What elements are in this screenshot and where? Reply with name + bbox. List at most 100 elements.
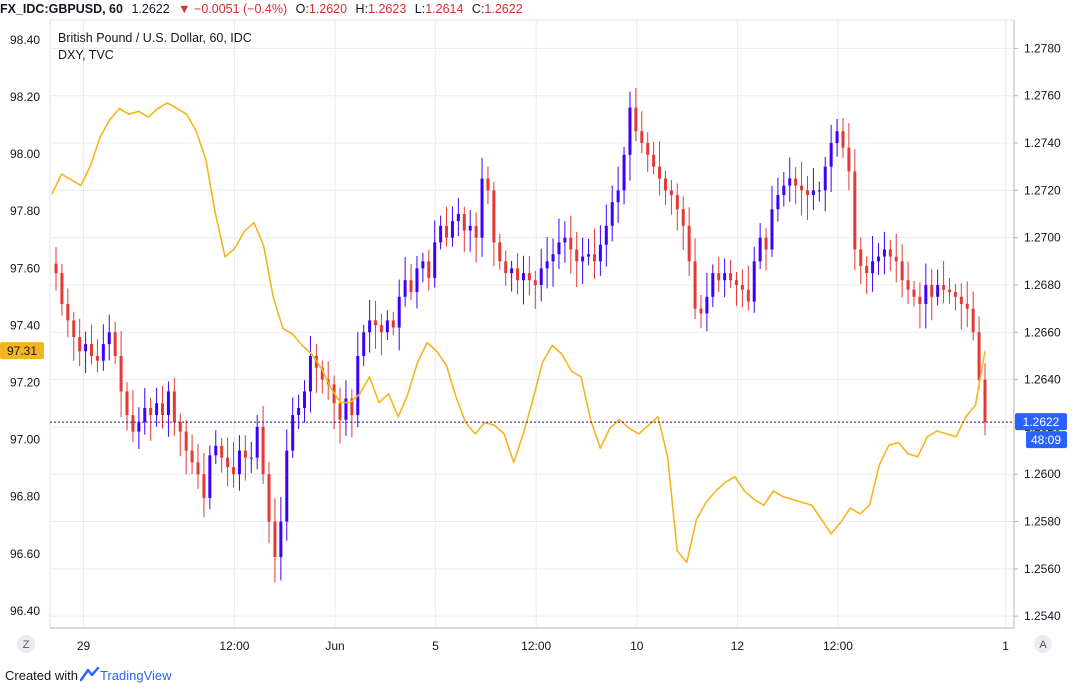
right-tick-label: 1.2720 — [1024, 183, 1061, 197]
price-change: −0.0051 (−0.4%) — [194, 2, 288, 16]
time-tick-label: 10 — [630, 639, 644, 653]
candle-body — [592, 254, 596, 262]
candle-body — [610, 202, 614, 226]
candle-body — [243, 450, 247, 458]
auto-scale-button[interactable]: A — [1034, 635, 1052, 653]
candle-body — [699, 308, 703, 314]
right-tick-label: 1.2660 — [1024, 325, 1061, 339]
candle-body — [740, 284, 744, 290]
candle-body — [155, 403, 159, 416]
right-tick-label: 1.2760 — [1024, 89, 1061, 103]
candle-body — [504, 261, 508, 274]
candle-body — [871, 261, 875, 274]
candle-body — [723, 273, 727, 281]
candle-body — [450, 221, 454, 238]
candle-body — [794, 178, 798, 186]
left-tick-label: 97.00 — [10, 433, 40, 447]
tradingview-brand[interactable]: TradingView — [100, 668, 172, 683]
candle-body — [942, 284, 946, 290]
candle-body — [575, 249, 579, 262]
right-tick-label: 1.2580 — [1024, 515, 1061, 529]
left-tick-label: 96.60 — [10, 547, 40, 561]
left-tick-label: 98.40 — [10, 33, 40, 47]
candle-body — [72, 320, 76, 338]
right-tick-label: 1.2540 — [1024, 609, 1061, 623]
candle-body — [539, 268, 543, 285]
candle-body — [729, 273, 733, 281]
candle-body — [859, 249, 863, 267]
countdown-tag: 48:09 — [1026, 431, 1067, 449]
candle-body — [208, 455, 212, 498]
candle-body — [652, 154, 656, 167]
candle-body — [267, 474, 271, 522]
candle-body — [551, 254, 555, 262]
tradingview-logo-icon[interactable] — [80, 666, 100, 682]
time-tick-label: 5 — [432, 639, 439, 653]
z-icon: Z — [23, 639, 30, 651]
time-tick-label: 1 — [1002, 639, 1009, 653]
candle-body — [687, 225, 691, 262]
left-tick-label: 98.00 — [10, 147, 40, 161]
candle-body — [409, 280, 413, 293]
candle-body — [338, 403, 342, 420]
candle-body — [261, 426, 265, 475]
candle-body — [54, 263, 58, 274]
grid — [50, 20, 1014, 628]
candle-body — [131, 415, 135, 432]
candle-body — [634, 107, 638, 132]
candle-body — [693, 261, 697, 309]
time-tick-label: 12:00 — [521, 639, 551, 653]
candle-body — [646, 143, 650, 155]
candle-body — [397, 296, 401, 328]
candle-body — [882, 249, 886, 257]
candle-body — [119, 355, 123, 392]
candle-body — [675, 195, 679, 210]
candle-body — [385, 320, 389, 333]
chart-header: FX_IDC:GBPUSD, 60 1.2622 ▼ −0.0051 (−0.4… — [0, 0, 1076, 18]
candle-body — [178, 422, 182, 432]
candle-body — [959, 296, 963, 304]
candle-body — [752, 261, 756, 302]
candle-body — [569, 237, 573, 250]
candle-body — [912, 289, 916, 297]
gbpusd-dxy-chart[interactable]: 98.40 98.20 98.00 97.80 97.60 97.40 97.20 97.00… — [0, 0, 1076, 660]
candle-body — [303, 391, 307, 408]
candle-body — [474, 225, 478, 238]
candle-body — [510, 268, 514, 274]
candle-body — [829, 143, 833, 167]
current-price-tag: 1.2622 — [1015, 413, 1067, 431]
last-price: 1.2622 — [131, 2, 170, 16]
candle-body — [362, 332, 366, 356]
candle-body — [983, 379, 987, 423]
candle-body — [965, 303, 969, 309]
candle-body — [149, 407, 153, 416]
a-icon: A — [1039, 639, 1047, 651]
candle-body — [835, 131, 839, 144]
candle-body — [143, 407, 147, 423]
candle-body — [427, 261, 431, 278]
candle-body — [196, 462, 200, 475]
candle-body — [527, 273, 531, 281]
candle-body — [232, 467, 236, 475]
candle-body — [640, 131, 644, 144]
candle-body — [533, 280, 537, 285]
gbpusd-candles — [54, 87, 987, 583]
candle-body — [486, 178, 490, 191]
candle-body — [811, 190, 815, 196]
candle-body — [184, 431, 188, 451]
right-tick-label: 1.2780 — [1024, 41, 1061, 55]
left-tick-label: 97.40 — [10, 318, 40, 332]
candle-body — [581, 256, 585, 262]
footer: Created with TradingView — [0, 660, 1076, 692]
left-tick-label: 96.40 — [10, 604, 40, 618]
candle-body — [415, 268, 419, 293]
candle-body — [669, 190, 673, 196]
candle-body — [788, 178, 792, 186]
candle-body — [900, 261, 904, 281]
candle-body — [587, 254, 591, 257]
time-tick-label: Jun — [325, 639, 344, 653]
candle-body — [622, 154, 626, 191]
legend-overlay: DXY, TVC — [58, 48, 114, 62]
zoom-reset-button[interactable]: Z — [17, 635, 35, 653]
svg-text:97.31: 97.31 — [7, 344, 37, 358]
